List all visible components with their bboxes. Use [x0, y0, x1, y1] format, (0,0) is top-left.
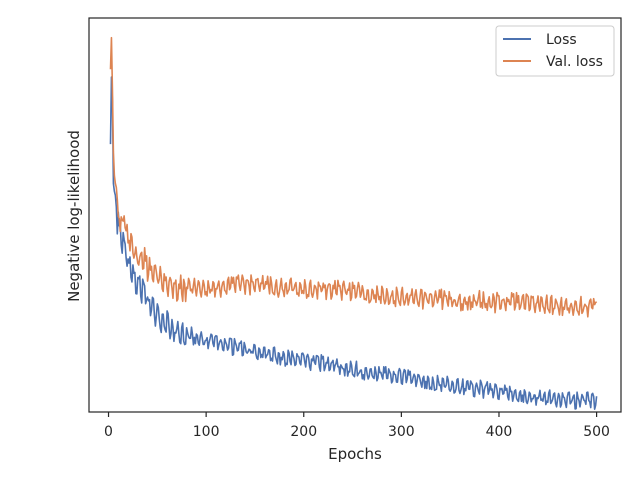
x-tick-label: 400	[486, 424, 513, 440]
x-tick-label: 200	[290, 424, 317, 440]
legend-label-loss: Loss	[546, 32, 577, 48]
legend: Loss Val. loss	[495, 25, 615, 77]
y-axis-label: Negative log-likelihood	[65, 130, 83, 302]
series-line-loss	[109, 76, 598, 410]
x-axis-label: Epochs	[328, 445, 382, 463]
x-tick-label: 500	[583, 424, 610, 440]
plot-area	[109, 36, 598, 410]
x-axis: 0 100 200 300 400 500	[104, 412, 610, 440]
x-tick-label: 0	[104, 424, 113, 440]
x-tick-label: 100	[193, 424, 220, 440]
legend-label-val-loss: Val. loss	[546, 54, 603, 70]
axes-frame	[88, 17, 622, 413]
series-line-val-loss	[109, 36, 598, 318]
x-tick-label: 300	[388, 424, 415, 440]
